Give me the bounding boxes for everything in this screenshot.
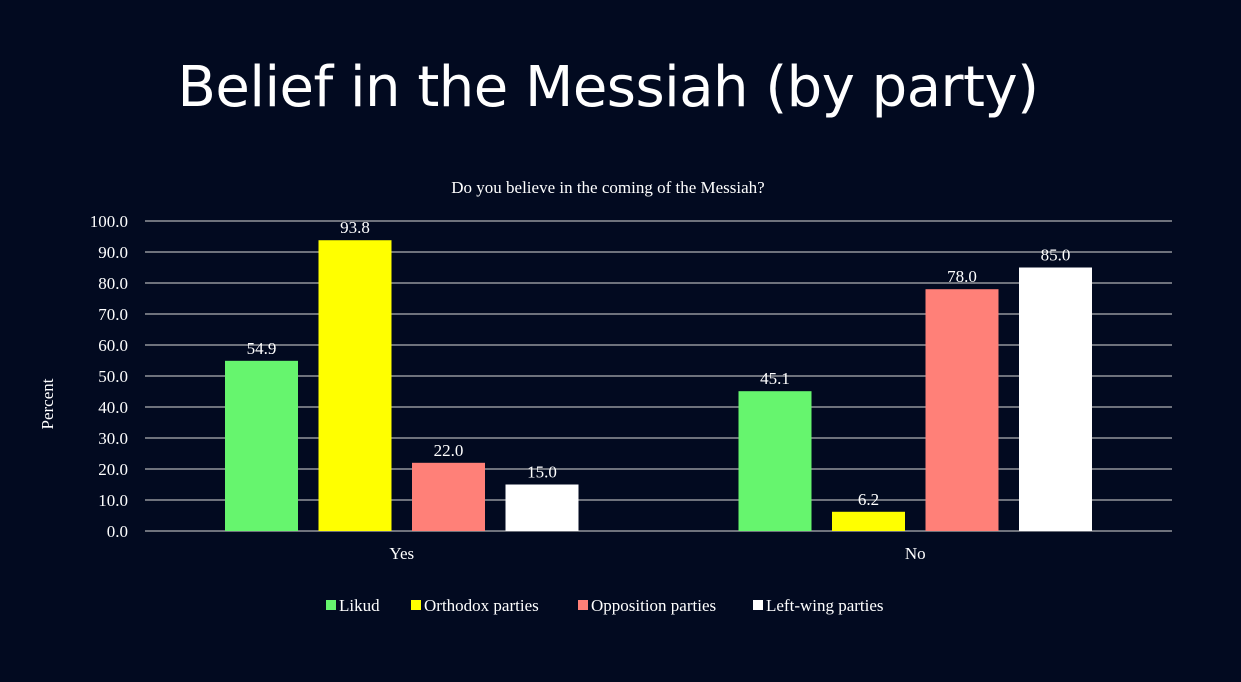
data-label: 6.2	[858, 490, 879, 509]
bar-likud-yes	[225, 360, 298, 531]
bar-opposition-parties-no	[925, 289, 999, 531]
legend-label: Opposition parties	[591, 596, 716, 615]
data-label: 15.0	[527, 463, 557, 482]
y-tick-label: 70.0	[98, 305, 128, 324]
y-tick-label: 30.0	[98, 429, 128, 448]
legend-swatch	[753, 600, 763, 610]
bar-likud-no	[738, 391, 812, 531]
bar-orthodox-parties-no	[832, 511, 905, 531]
y-tick-label: 0.0	[107, 522, 128, 541]
bar-left-wing-parties-yes	[505, 484, 579, 531]
bar-opposition-parties-yes	[412, 462, 485, 531]
y-axis-label: Percent	[38, 378, 57, 429]
data-label: 22.0	[434, 441, 464, 460]
data-label: 85.0	[1041, 246, 1071, 265]
y-tick-label: 100.0	[90, 212, 128, 231]
y-tick-label: 50.0	[98, 367, 128, 386]
legend-label: Likud	[339, 596, 380, 615]
slide-title: Belief in the Messiah (by party)	[177, 55, 1039, 120]
legend-label: Orthodox parties	[424, 596, 539, 615]
y-tick-label: 90.0	[98, 243, 128, 262]
x-tick-label: Yes	[389, 544, 414, 563]
y-tick-label: 80.0	[98, 274, 128, 293]
y-tick-label: 60.0	[98, 336, 128, 355]
bar-left-wing-parties-no	[1019, 267, 1092, 531]
bar-orthodox-parties-yes	[318, 240, 392, 531]
data-label: 78.0	[947, 267, 977, 286]
y-tick-label: 10.0	[98, 491, 128, 510]
y-tick-label: 20.0	[98, 460, 128, 479]
chart-title: Do you believe in the coming of the Mess…	[451, 178, 764, 197]
data-label: 45.1	[760, 369, 790, 388]
data-label: 54.9	[247, 339, 277, 358]
legend-label: Left-wing parties	[766, 596, 884, 615]
legend-swatch	[326, 600, 336, 610]
legend-swatch	[411, 600, 421, 610]
legend-swatch	[578, 600, 588, 610]
x-tick-label: No	[905, 544, 926, 563]
data-label: 93.8	[340, 218, 370, 237]
y-tick-label: 40.0	[98, 398, 128, 417]
